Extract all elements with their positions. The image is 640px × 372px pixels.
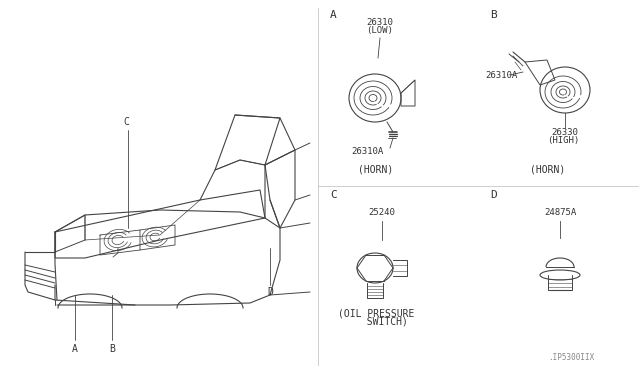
Text: D: D — [490, 190, 497, 200]
Text: .IP5300IIX: .IP5300IIX — [548, 353, 595, 362]
Text: 24875A: 24875A — [544, 208, 576, 217]
Text: B: B — [109, 344, 115, 354]
Text: SWITCH): SWITCH) — [355, 317, 408, 327]
Text: C: C — [123, 117, 129, 127]
Text: (HORN): (HORN) — [530, 164, 565, 174]
Text: C: C — [330, 190, 337, 200]
Text: (HORN): (HORN) — [358, 164, 393, 174]
Text: (HIGH): (HIGH) — [547, 136, 579, 145]
Text: 25240: 25240 — [369, 208, 396, 217]
Text: A: A — [72, 344, 78, 354]
Text: A: A — [330, 10, 337, 20]
Text: B: B — [490, 10, 497, 20]
Text: 26310A: 26310A — [351, 147, 383, 156]
Text: (OIL PRESSURE: (OIL PRESSURE — [338, 308, 414, 318]
Text: (LOW): (LOW) — [367, 26, 394, 35]
Text: D: D — [267, 287, 273, 297]
Text: 26310A: 26310A — [485, 71, 517, 80]
Text: 26310: 26310 — [367, 18, 394, 27]
Text: 26330: 26330 — [551, 128, 578, 137]
